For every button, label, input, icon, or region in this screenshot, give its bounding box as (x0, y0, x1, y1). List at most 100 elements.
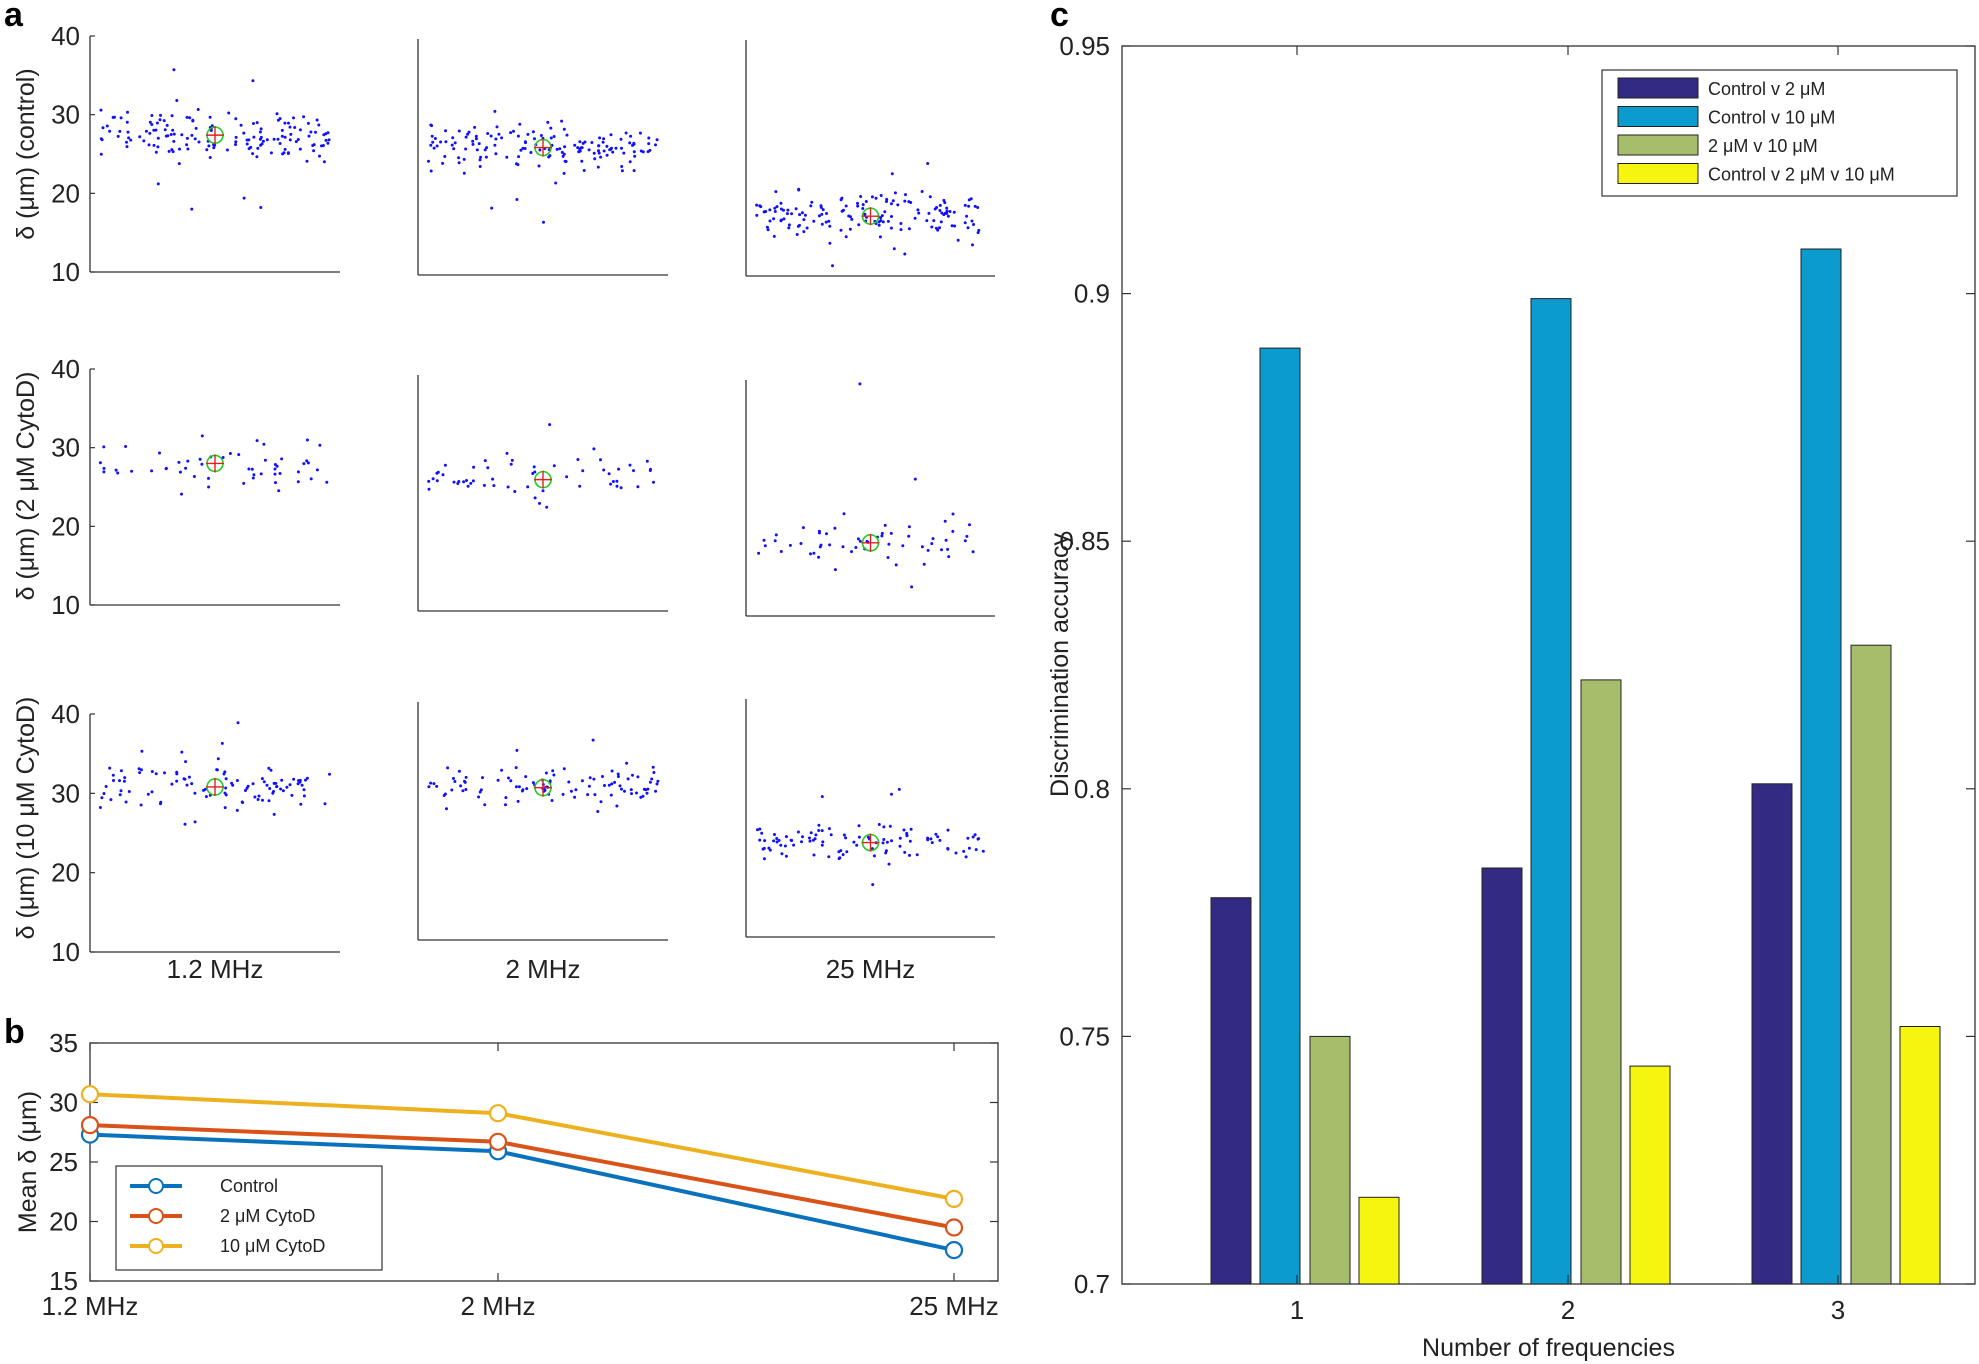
y-tick-label: 40 (51, 699, 80, 729)
data-point (916, 208, 920, 212)
data-point (320, 144, 323, 148)
data-point (849, 215, 852, 219)
data-point (427, 479, 431, 483)
x-tick-label: 1 (1290, 1295, 1304, 1325)
data-point (756, 828, 759, 832)
data-point (288, 783, 292, 787)
data-point (775, 205, 779, 209)
data-point (197, 140, 201, 144)
panel-a-scatter-grid: δ (μm) (control) 10 20 30 40 δ (μm) (2 μM Cyt… (12, 21, 995, 984)
data-point (296, 480, 300, 484)
data-point (177, 460, 181, 464)
data-point (590, 141, 594, 144)
data-point (267, 799, 271, 803)
data-point (805, 226, 809, 230)
data-point (474, 134, 478, 138)
data-point (462, 157, 466, 161)
data-point (478, 790, 482, 794)
data-point (118, 129, 122, 133)
data-point (782, 217, 786, 221)
data-point (917, 211, 921, 215)
data-point (898, 844, 902, 848)
data-point (785, 212, 789, 216)
data-point (560, 119, 564, 123)
data-point (200, 462, 204, 466)
data-point (125, 145, 129, 149)
data-point (884, 849, 888, 853)
data-point (325, 480, 329, 484)
data-point (296, 138, 300, 141)
data-point (544, 771, 548, 775)
data-point (569, 789, 573, 793)
data-point (765, 225, 769, 229)
y-tick-label: 10 (51, 590, 80, 620)
data-point (644, 788, 648, 792)
data-point (907, 227, 911, 231)
data-point (932, 219, 936, 223)
data-point (768, 219, 772, 223)
data-point (881, 220, 885, 224)
data-point (976, 206, 980, 209)
data-point (762, 857, 766, 861)
data-point (578, 149, 582, 153)
data-point (635, 791, 638, 795)
data-point (280, 128, 284, 132)
data-point (459, 784, 463, 788)
data-point (615, 804, 619, 808)
data-point (227, 111, 231, 115)
data-point (597, 144, 601, 148)
data-point (216, 757, 220, 761)
data-point (909, 827, 913, 831)
data-point (797, 187, 801, 191)
data-point (272, 790, 275, 793)
data-point (938, 203, 942, 207)
data-point (257, 794, 261, 798)
legend-label: Control v 2 μM v 10 μM (1708, 165, 1895, 185)
data-point (614, 146, 618, 150)
data-point (452, 777, 455, 780)
y-tick-label: 0.9 (1074, 279, 1110, 309)
data-point (234, 135, 238, 139)
data-point (840, 209, 844, 213)
data-point (973, 833, 977, 837)
data-point (453, 141, 457, 145)
data-point (764, 210, 768, 213)
data-point (837, 850, 841, 854)
data-point (435, 144, 439, 148)
data-point (435, 784, 439, 788)
data-point (877, 823, 881, 826)
data-point (929, 837, 933, 841)
data-point (223, 806, 227, 810)
data-point (968, 523, 971, 527)
data-point (630, 792, 633, 796)
data-point (946, 828, 950, 832)
data-point (562, 171, 566, 175)
data-point (887, 862, 891, 866)
data-point (774, 533, 778, 537)
data-point (580, 159, 584, 163)
data-point (152, 143, 156, 147)
data-point (302, 788, 306, 792)
data-point (889, 226, 893, 230)
data-point (963, 221, 967, 225)
data-point (272, 812, 276, 816)
data-point (433, 137, 437, 140)
data-point (639, 795, 643, 799)
data-point (768, 208, 772, 212)
data-point (265, 138, 269, 142)
data-point (100, 796, 104, 800)
data-point (652, 771, 656, 774)
outlier-point (871, 883, 875, 887)
data-point (100, 138, 104, 142)
data-point (124, 445, 128, 448)
data-point (810, 200, 814, 204)
data-point (538, 501, 541, 505)
data-point (300, 783, 304, 787)
data-point (507, 776, 510, 780)
data-point (943, 211, 947, 215)
data-point (193, 137, 197, 141)
data-point (886, 556, 890, 559)
data-point (562, 127, 566, 131)
column-label: 2 MHz (505, 954, 580, 984)
data-point (945, 206, 949, 210)
